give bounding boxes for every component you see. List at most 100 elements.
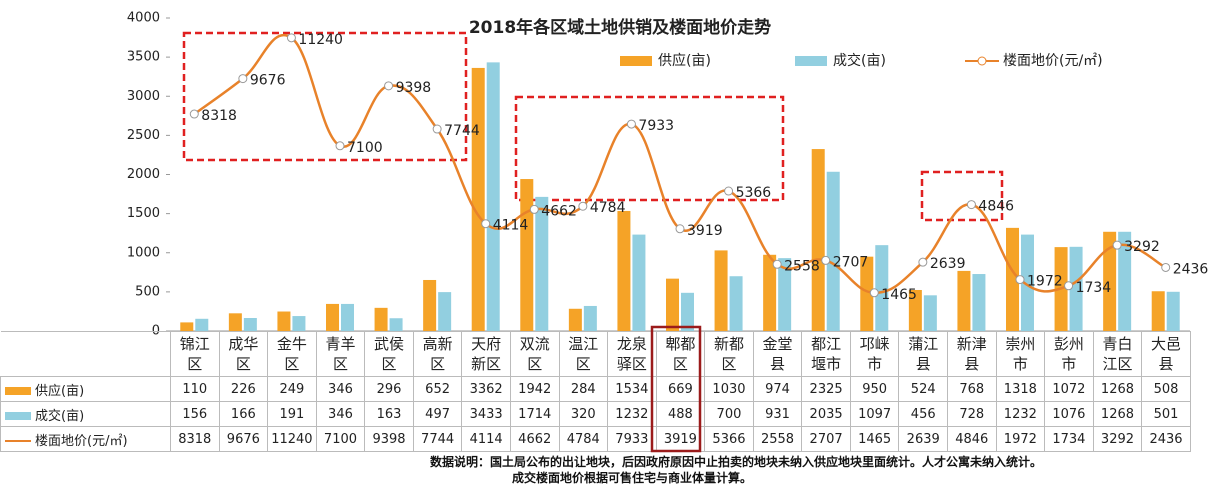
table-value: 1076 <box>1044 401 1094 427</box>
data-label: 2436 <box>1173 261 1209 277</box>
line-point <box>966 200 976 210</box>
table-value: 4114 <box>461 426 511 452</box>
data-label: 3292 <box>1124 239 1160 255</box>
table-value: 524 <box>898 376 948 402</box>
category-label: 温江区 <box>568 335 599 373</box>
table-row: 成交(亩) 156 166 191 346 163 497 3433 1714 320 1232 48… <box>0 401 1191 427</box>
table-value: 2035 <box>801 401 851 427</box>
bar <box>374 307 388 331</box>
y-tick-label: 1000 <box>127 245 160 260</box>
table-value: 2707 <box>801 426 851 452</box>
line-point <box>578 201 588 211</box>
table-value: 1942 <box>509 376 560 402</box>
row-label-text: 供应(亩) <box>35 383 85 399</box>
table-value: 1030 <box>704 376 754 402</box>
table-value: 7933 <box>607 426 657 452</box>
table-value: 156 <box>170 401 220 427</box>
category-label: 新津县 <box>956 335 987 373</box>
line-point <box>1064 281 1074 291</box>
line-point <box>286 33 296 43</box>
bar <box>811 149 825 331</box>
legend-swatch <box>5 387 31 395</box>
y-tick-label: 3500 <box>127 50 160 65</box>
category-cell: 邛崃市 <box>849 331 900 377</box>
table-value: 4846 <box>947 426 997 452</box>
table-row: 楼面地价(元/㎡) 8318 9676 11240 7100 9398 7744 4114 46… <box>0 426 1191 452</box>
y-tick-label: 2000 <box>127 167 160 182</box>
category-label: 双流区 <box>519 335 550 373</box>
table-value: 1534 <box>607 376 657 402</box>
bar <box>957 270 971 331</box>
bar <box>632 234 646 331</box>
table-value: 191 <box>267 401 317 427</box>
bar <box>535 196 549 331</box>
line-point <box>626 119 636 129</box>
category-label: 锦江区 <box>179 335 210 373</box>
line-point <box>724 186 734 196</box>
category-label: 龙泉驿区 <box>616 335 647 373</box>
bar <box>729 276 743 331</box>
table-value: 488 <box>655 401 706 427</box>
bar <box>228 313 242 331</box>
table-value: 110 <box>170 376 220 402</box>
table-header: 锦江区 成华区 金牛区 青羊区 武侯区 高新区 天府新区 双流区 温江区 龙泉驿区 郫都区 新都区 金堂… <box>0 331 1191 377</box>
category-label: 都江堰市 <box>811 335 842 373</box>
bar <box>389 318 403 331</box>
bar <box>486 62 500 332</box>
table-value: 1072 <box>1044 376 1094 402</box>
table-value: 346 <box>315 376 366 402</box>
bar <box>583 305 597 331</box>
legend-swatch <box>5 412 31 420</box>
data-label: 1465 <box>881 287 917 303</box>
bar <box>568 308 582 331</box>
table-value: 284 <box>558 376 609 402</box>
data-table: 锦江区 成华区 金牛区 青羊区 武侯区 高新区 天府新区 双流区 温江区 龙泉驿区 郫都区 新都区 金堂… <box>0 331 1191 452</box>
bar <box>438 292 452 331</box>
bar <box>617 210 631 331</box>
bar <box>520 179 534 331</box>
bar <box>243 318 257 331</box>
category-label: 金牛区 <box>276 335 307 373</box>
bar <box>341 303 354 331</box>
bar <box>471 67 485 332</box>
category-cell: 崇州市 <box>995 331 1046 377</box>
table-value: 974 <box>752 376 803 402</box>
y-tick-label: 500 <box>135 284 160 299</box>
table-value: 5366 <box>704 426 754 452</box>
data-label: 2558 <box>784 258 820 274</box>
category-label: 成华区 <box>228 335 259 373</box>
data-label: 2707 <box>833 254 869 270</box>
table-value: 3433 <box>461 401 511 427</box>
bar <box>714 250 728 331</box>
table-value: 669 <box>655 376 706 402</box>
table-value: 7100 <box>315 426 366 452</box>
category-cell: 新津县 <box>947 331 997 377</box>
bar <box>326 303 339 331</box>
footnote: 数据说明：国土局公布的出让地块，后因政府原因中止拍卖的地块未纳入供应地块里面统计… <box>430 455 1043 469</box>
data-label: 8318 <box>201 108 237 124</box>
table-value: 1232 <box>995 401 1046 427</box>
chart-title: 2018年各区域土地供销及楼面地价走势 <box>469 17 771 38</box>
table-value: 497 <box>412 401 463 427</box>
line-point <box>335 141 345 151</box>
row-label: 供应(亩) <box>0 376 171 402</box>
data-label: 4784 <box>590 200 626 216</box>
category-label: 武侯区 <box>374 335 405 373</box>
category-label: 青羊区 <box>325 335 356 373</box>
data-label: 9676 <box>250 73 286 89</box>
category-cell: 新都区 <box>704 331 754 377</box>
table-value: 1232 <box>607 401 657 427</box>
bar <box>1069 246 1083 331</box>
table-value: 7744 <box>412 426 463 452</box>
corner-cell <box>0 331 171 377</box>
table-value: 950 <box>849 376 900 402</box>
bar <box>1021 234 1034 331</box>
row-label: 成交(亩) <box>0 401 171 427</box>
y-tick-label: 3000 <box>127 89 160 104</box>
table-value: 3292 <box>1092 426 1143 452</box>
category-cell: 金堂县 <box>752 331 803 377</box>
line-point <box>675 224 685 234</box>
legend-label: 成交(亩) <box>833 52 886 69</box>
